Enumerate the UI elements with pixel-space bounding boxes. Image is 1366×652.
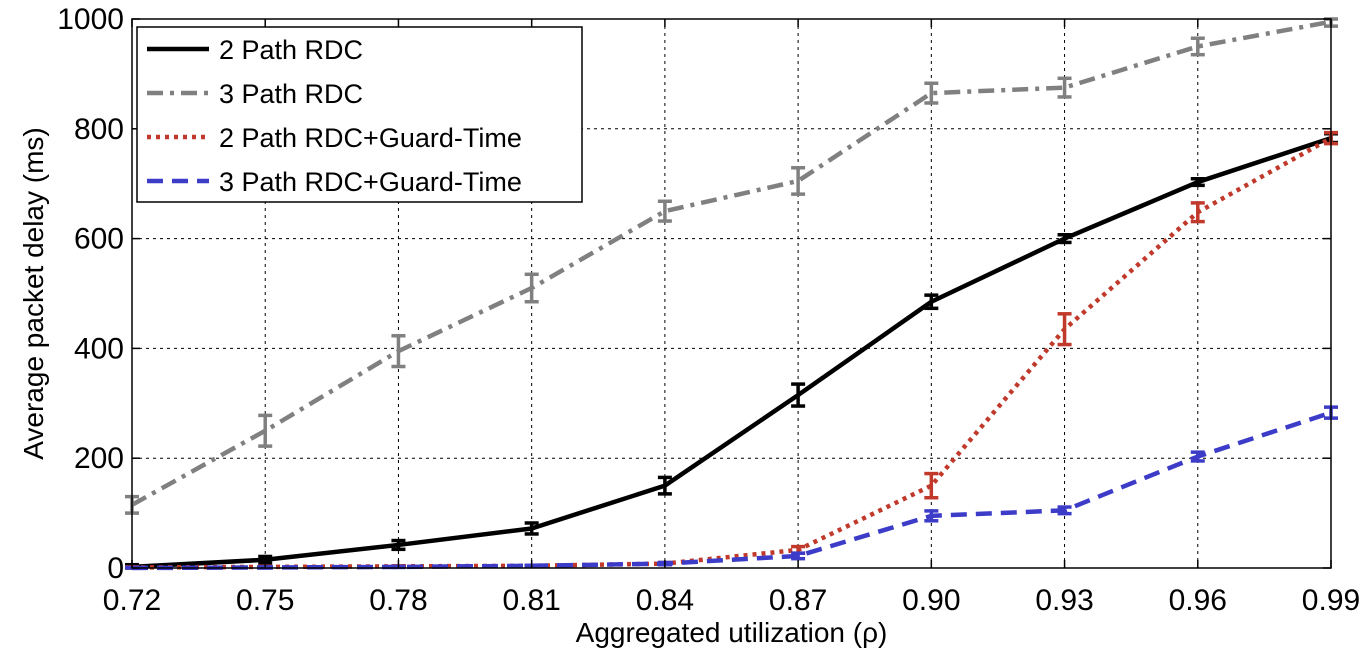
legend-label: 2 Path RDC [219, 35, 363, 65]
legend: 2 Path RDC 3 Path RDC 2 Path RDC+Guard-Tim… [136, 26, 583, 203]
series-group [125, 17, 1338, 571]
y-tick-label: 1000 [57, 3, 124, 36]
series-line [131, 136, 1333, 570]
error-bar [791, 382, 806, 408]
error-bar [524, 272, 539, 304]
x-tick-label: 0.81 [502, 584, 560, 617]
error-bar [1190, 450, 1205, 463]
x-tick-label: 0.93 [1035, 584, 1093, 617]
x-tick-label: 0.84 [636, 584, 694, 617]
error-bar [524, 521, 539, 536]
legend-item: 3 Path RDC [147, 79, 363, 109]
series-line [130, 19, 1332, 507]
error-bar [1190, 177, 1205, 188]
error-bar [1057, 76, 1072, 99]
legend-item: 2 Path RDC [147, 35, 363, 65]
x-tick-label: 0.96 [1169, 584, 1227, 617]
series-line [131, 410, 1332, 571]
legend-label: 3 Path RDC [219, 79, 363, 109]
error-bar [1057, 505, 1072, 516]
x-tick-label: 0.72 [103, 584, 161, 617]
error-bar [391, 538, 406, 552]
error-bar [791, 166, 806, 196]
series-line [131, 135, 1332, 570]
y-tick-label: 400 [74, 332, 124, 365]
x-tick-label: 0.99 [1302, 584, 1360, 617]
x-tick-label: 0.75 [236, 584, 294, 617]
error-bar [657, 475, 672, 496]
x-tick-label: 0.78 [369, 584, 427, 617]
error-bar [1190, 201, 1205, 224]
error-bar [924, 509, 939, 523]
x-axis-label: Aggregated utilization (ρ) [576, 617, 888, 648]
error-bar [1057, 233, 1072, 245]
legend-item: 3 Path RDC+Guard-Time [147, 167, 522, 197]
y-tick-label: 600 [74, 223, 124, 256]
y-tick-label: 800 [74, 113, 124, 146]
legend-item: 2 Path RDC+Guard-Time [147, 123, 522, 153]
legend-label: 2 Path RDC+Guard-Time [219, 123, 522, 153]
series-4 [125, 405, 1338, 571]
y-tick-label: 0 [107, 552, 124, 585]
legend-label: 3 Path RDC+Guard-Time [219, 167, 522, 197]
error-bar [1190, 36, 1205, 57]
y-axis-label: Average packet delay (ms) [18, 127, 49, 460]
error-bar [258, 413, 273, 448]
error-bar [924, 81, 939, 105]
error-bar [924, 471, 939, 500]
plot-frame [131, 18, 1332, 569]
legend-box [136, 26, 583, 203]
error-bar [657, 199, 672, 223]
error-bar [791, 551, 806, 561]
y-tick-label: 200 [74, 442, 124, 475]
axis-ticks: 0.72 0.75 0.78 0.81 0.84 0.87 0.90 0.93 0.96 0.99… [57, 3, 1360, 617]
error-bar [924, 293, 939, 311]
x-tick-label: 0.90 [902, 584, 960, 617]
x-tick-label: 0.87 [769, 584, 827, 617]
error-bar [391, 334, 406, 369]
error-bar [1057, 312, 1072, 347]
